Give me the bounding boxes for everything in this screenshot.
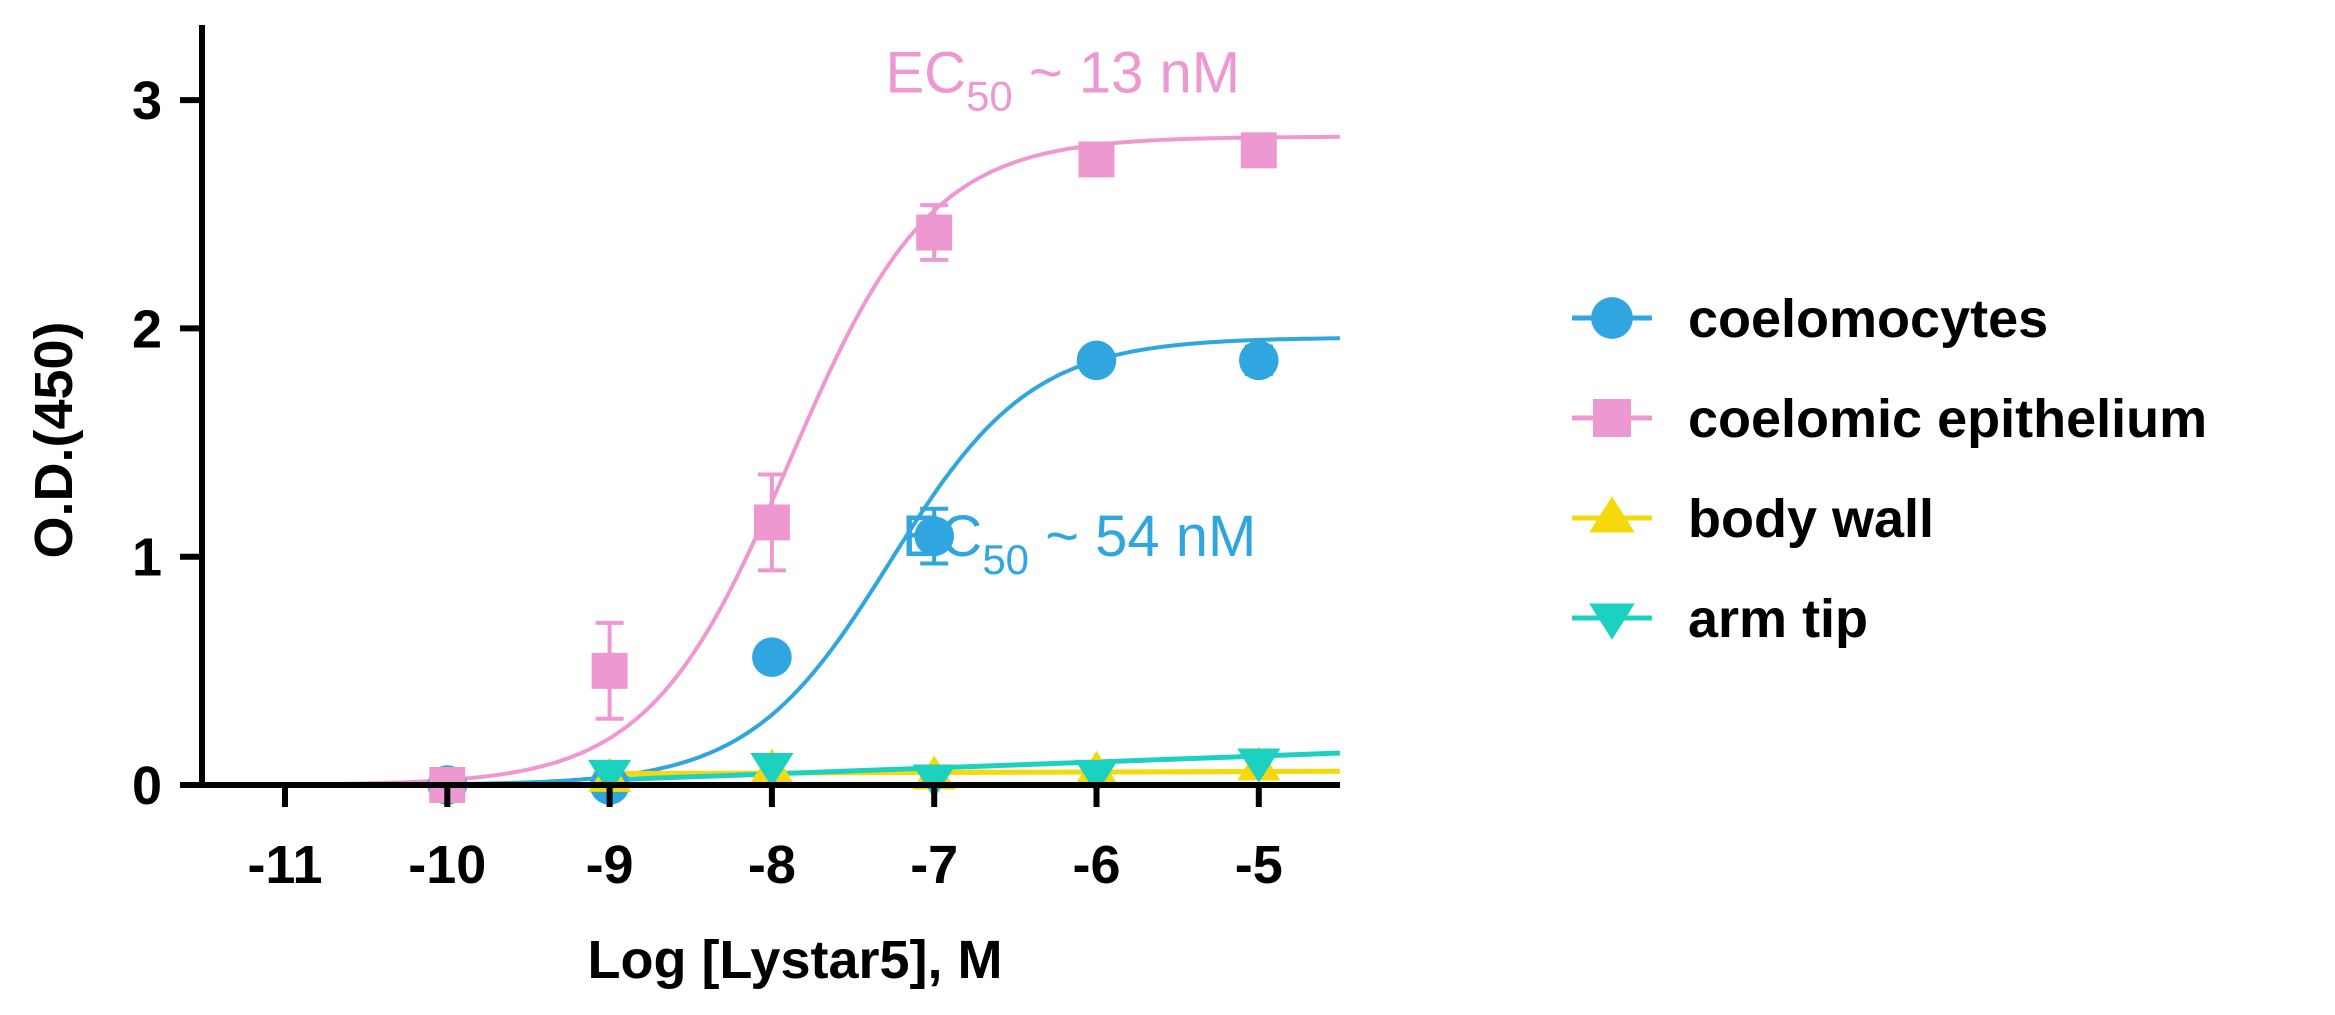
x-tick-label: -6	[1072, 835, 1120, 895]
ec50-annotation: EC50 ~ 13 nM	[886, 41, 1241, 120]
x-tick-label: -8	[748, 835, 796, 895]
data-point-coelomic-epithelium	[1240, 132, 1277, 169]
y-tick-label: 2	[132, 299, 162, 359]
data-point-coelomic-epithelium	[591, 652, 628, 689]
fit-curves	[285, 134, 1341, 787]
legend-label: coelomic epithelium	[1688, 389, 2207, 449]
legend-marker	[1589, 603, 1635, 640]
fit-line-arm-tip	[593, 750, 1341, 783]
data-point-coelomocytes	[1239, 340, 1279, 381]
data-point-arm-tip	[588, 759, 632, 795]
x-tick-label: -7	[910, 835, 958, 895]
legend-item-body-wall: body wall	[1572, 489, 1934, 549]
data-point-coelomic-epithelium	[753, 504, 790, 541]
data-point-arm-tip	[1074, 759, 1119, 795]
data-point-coelomic-epithelium	[916, 214, 953, 251]
data-points	[427, 132, 1281, 805]
data-point-arm-tip	[912, 764, 956, 799]
annotations: EC50 ~ 13 nM EC50 ~ 54 nM	[886, 41, 1257, 583]
y-tick-label: 3	[132, 71, 162, 131]
x-axis-title: Log [Lystar5], M	[587, 930, 1002, 990]
legend-marker	[1593, 399, 1631, 437]
ec50-annotation: EC50 ~ 54 nM	[902, 504, 1257, 583]
x-tick-label: -5	[1235, 835, 1283, 895]
fit-curve-coelomic-epithelium	[285, 134, 1340, 787]
legend-marker	[1589, 496, 1635, 533]
legend-label: body wall	[1688, 489, 1934, 549]
x-tick-label: -11	[247, 835, 322, 895]
legend-label: arm tip	[1688, 589, 1868, 649]
data-point-coelomocytes	[752, 637, 792, 677]
axes: 0 1 2 3 -11 -10 -9 -8 -7 -6 -5	[132, 25, 1340, 895]
y-axis-title: O.D.(450)	[24, 321, 84, 558]
legend-item-coelomocytes: coelomocytes	[1572, 289, 2048, 349]
y-tick-label: 0	[132, 756, 162, 816]
data-point-arm-tip	[750, 753, 794, 788]
x-tick-label: -10	[408, 835, 486, 895]
legend: coelomocytes coelomic epithelium body wall…	[1572, 289, 2207, 649]
x-tick-label: -9	[586, 835, 634, 895]
legend-marker	[1591, 297, 1633, 339]
data-point-coelomocytes	[914, 516, 954, 556]
y-tick-label: 1	[132, 528, 162, 588]
data-point-arm-tip	[1237, 748, 1281, 783]
legend-item-arm-tip: arm tip	[1572, 589, 1868, 649]
legend-label: coelomocytes	[1688, 289, 2048, 349]
fit-line-body-wall	[593, 768, 1340, 777]
data-point-coelomic-epithelium	[1078, 141, 1115, 178]
legend-item-coelomic-epithelium: coelomic epithelium	[1572, 389, 2207, 449]
data-point-coelomocytes	[1076, 340, 1117, 381]
